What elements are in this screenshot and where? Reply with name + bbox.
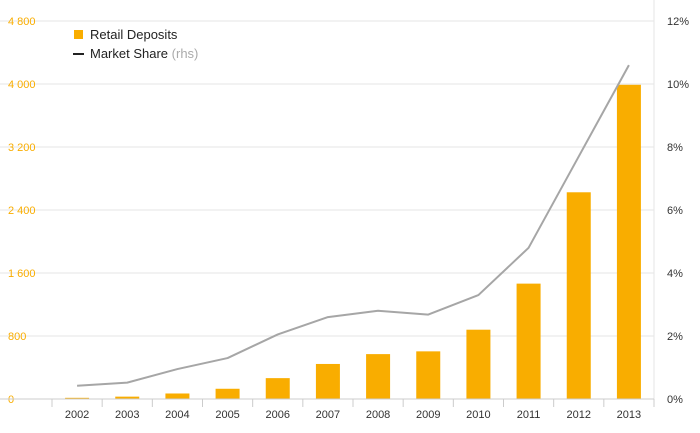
bar-2008	[366, 354, 391, 399]
grid-lines	[0, 0, 655, 399]
market-share-polyline	[77, 64, 630, 387]
market-share-line	[77, 64, 630, 387]
left-axis: 0 800 1 600 2 400 3 200 4 000 4 800	[8, 16, 36, 406]
x-tick-label-2002: 2002	[65, 409, 89, 421]
x-tick-label-2007: 2007	[316, 409, 340, 421]
bar-2012	[566, 192, 591, 399]
left-tick-label: 3 200	[8, 142, 36, 154]
bar-2005	[215, 388, 240, 399]
bar-2006	[265, 378, 290, 399]
left-tick-label: 2 400	[8, 205, 36, 217]
right-tick-label: 8%	[667, 142, 683, 154]
bar-2004	[165, 393, 190, 399]
bar-2011	[516, 283, 541, 399]
x-axis: 2002 2003 2004 2005 2006 2007 2008 2009 2010 2011…	[0, 398, 655, 421]
right-tick-label: 12%	[667, 16, 689, 28]
legend-label-market-share-name: Market Share	[90, 46, 168, 61]
x-tick-label-2009: 2009	[416, 409, 440, 421]
x-tick-label-2004: 2004	[165, 409, 189, 421]
right-tick-label: 6%	[667, 205, 683, 217]
left-tick-label: 4 800	[8, 16, 36, 28]
legend-label-market-share-suffix: (rhs)	[172, 46, 199, 61]
x-tick-label-2012: 2012	[567, 409, 591, 421]
x-tick-label-2008: 2008	[366, 409, 390, 421]
right-tick-label: 0%	[667, 394, 683, 406]
x-tick-label-2013: 2013	[617, 409, 641, 421]
x-tick-label-2010: 2010	[466, 409, 490, 421]
x-tick-label-2003: 2003	[115, 409, 139, 421]
left-tick-label: 0	[8, 394, 14, 406]
left-tick-label: 1 600	[8, 268, 36, 280]
bar-2002	[65, 397, 90, 399]
bar-2007	[315, 363, 340, 399]
x-tick-label-2006: 2006	[266, 409, 290, 421]
legend-label-market-share: Market Share (rhs)	[90, 46, 198, 61]
left-tick-label: 4 000	[8, 79, 36, 91]
x-tick-label-2011: 2011	[517, 409, 541, 421]
bar-2010	[466, 329, 491, 399]
x-tick-label-2005: 2005	[215, 409, 239, 421]
right-tick-label: 2%	[667, 331, 683, 343]
bars	[65, 84, 641, 399]
bar-2003	[115, 396, 140, 399]
right-tick-label: 10%	[667, 79, 689, 91]
left-tick-label: 800	[8, 331, 26, 343]
legend-label-retail-deposits: Retail Deposits	[90, 27, 178, 42]
legend: Retail Deposits Market Share (rhs)	[73, 27, 198, 61]
right-axis: 0% 2% 4% 6% 8% 10% 12%	[667, 16, 689, 406]
bar-2009	[416, 351, 441, 399]
legend-swatch-retail-deposits	[74, 30, 83, 39]
bar-2013	[616, 84, 641, 399]
right-tick-label: 4%	[667, 268, 683, 280]
